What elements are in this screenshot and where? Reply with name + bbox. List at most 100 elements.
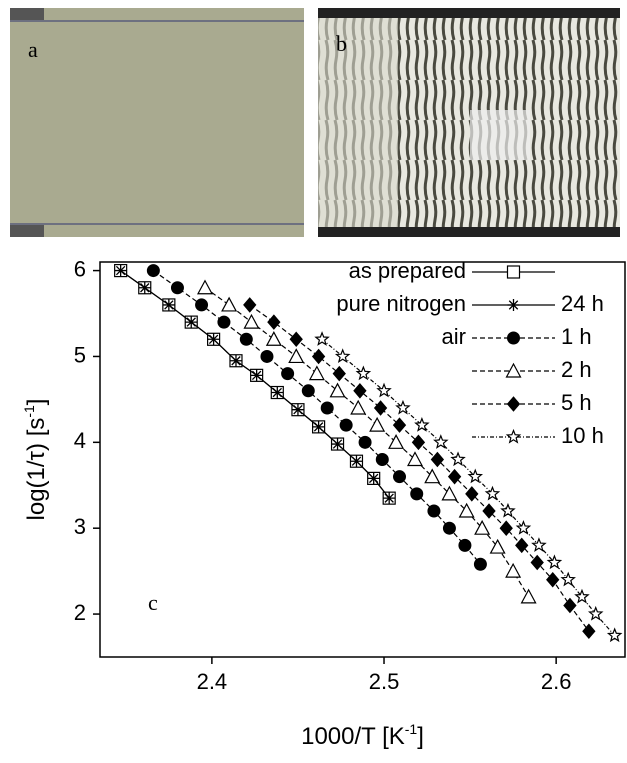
marker [582, 623, 596, 640]
marker [291, 403, 304, 416]
marker [467, 468, 484, 484]
marker [388, 434, 405, 449]
x-tick-label: 2.4 [197, 669, 228, 694]
marker [217, 315, 231, 329]
marker [162, 298, 175, 311]
marker [281, 367, 295, 381]
marker [207, 333, 220, 346]
marker [458, 538, 472, 552]
legend-label: 24 h [561, 291, 604, 316]
series [243, 297, 596, 640]
marker [507, 331, 520, 345]
marker [265, 331, 282, 346]
marker [520, 588, 537, 604]
marker [331, 438, 344, 451]
legend-group: air [442, 324, 466, 349]
y-axis-label: log(1/τ) [s-1] [21, 399, 51, 521]
marker [507, 299, 520, 311]
marker [271, 386, 284, 399]
marker [311, 348, 326, 365]
marker [499, 520, 513, 536]
marker [334, 348, 351, 364]
marker [474, 519, 491, 535]
marker [308, 365, 325, 381]
marker [484, 485, 501, 501]
marker [505, 562, 522, 578]
label-text: ] [417, 723, 424, 750]
y-tick-label: 4 [74, 428, 86, 453]
marker [560, 571, 576, 587]
label-text: 1000/T [K [301, 723, 405, 750]
marker [373, 400, 388, 416]
marker [243, 297, 257, 313]
marker [465, 486, 479, 502]
label-sup: -1 [405, 721, 418, 737]
marker [563, 597, 577, 614]
legend-group: as prepared [349, 258, 466, 283]
marker [489, 538, 506, 554]
panel-label: b [336, 31, 347, 56]
label-sup: -1 [21, 405, 37, 418]
series [314, 331, 623, 643]
x-axis-label: 1000/T [K-1] [301, 721, 424, 751]
marker [530, 554, 544, 571]
marker [406, 451, 424, 467]
marker [442, 521, 456, 535]
marker [506, 396, 521, 412]
marker [239, 332, 253, 346]
marker [424, 468, 441, 484]
y-tick-label: 3 [74, 514, 86, 539]
y-tick-label: 2 [74, 600, 86, 625]
marker [473, 557, 487, 571]
photo-b: b [318, 8, 620, 237]
marker [447, 468, 462, 485]
marker [260, 349, 274, 363]
marker [430, 451, 445, 468]
x-tick-label: 2.5 [369, 669, 400, 694]
marker [170, 281, 184, 295]
marker [506, 265, 521, 279]
marker [320, 401, 334, 415]
label-text: log(1/τ) [s [23, 418, 50, 521]
marker [515, 537, 529, 554]
marker [427, 504, 441, 518]
marker [606, 627, 623, 643]
marker [441, 485, 458, 501]
marker [369, 416, 386, 432]
marker [587, 605, 604, 621]
marker [546, 554, 563, 570]
marker [267, 314, 281, 330]
marker [355, 365, 372, 381]
marker [500, 502, 516, 518]
marker [332, 365, 346, 382]
legend-label: 1 h [561, 324, 592, 349]
marker [185, 316, 198, 329]
marker [414, 416, 430, 432]
panel-label: a [28, 37, 38, 62]
marker [138, 281, 151, 294]
marker [450, 451, 466, 467]
marker [353, 383, 367, 399]
series [196, 279, 537, 604]
marker [289, 331, 303, 348]
marker [314, 331, 330, 346]
annotation: c [148, 590, 158, 615]
marker [375, 453, 389, 466]
marker [410, 487, 424, 501]
legend-label: 10 h [561, 423, 604, 448]
series-line [249, 304, 590, 632]
marker [229, 354, 242, 367]
y-tick-label: 5 [74, 342, 86, 367]
marker [458, 502, 475, 518]
marker [358, 435, 372, 449]
marker [288, 348, 305, 364]
marker [301, 384, 315, 398]
marker [114, 264, 127, 277]
marker [574, 588, 590, 604]
marker [411, 434, 426, 451]
series [146, 264, 487, 571]
legend-label: 2 h [561, 357, 592, 382]
marker [505, 362, 522, 378]
marker [195, 298, 209, 312]
